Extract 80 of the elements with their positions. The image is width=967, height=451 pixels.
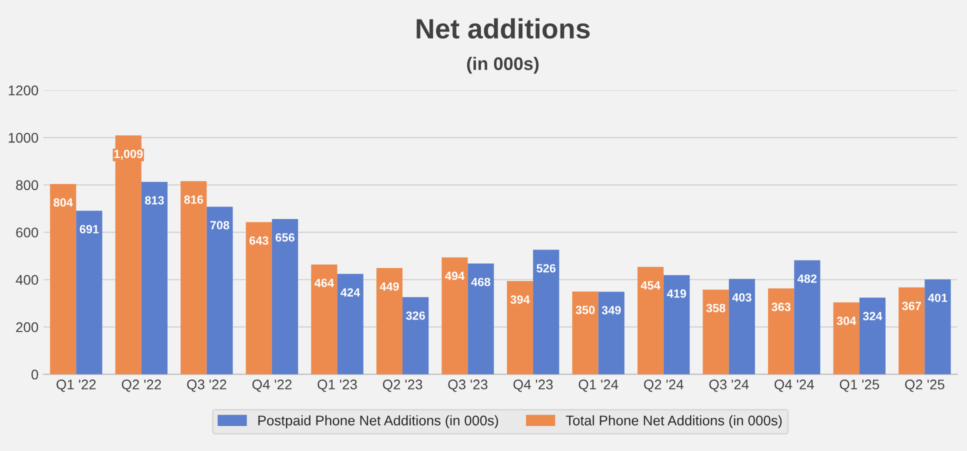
data-label: 691 (80, 225, 99, 234)
data-label: 358 (706, 304, 726, 312)
bar (768, 288, 794, 374)
data-label: 350 (576, 306, 595, 314)
bar (442, 257, 468, 374)
bar (898, 287, 925, 374)
bar (76, 210, 102, 374)
bar (664, 275, 690, 374)
data-label: 1,009 (114, 150, 143, 160)
y-tick-label: 1000 (8, 132, 38, 143)
bar (50, 184, 76, 374)
y-tick-label: 600 (16, 228, 38, 238)
bar (572, 291, 598, 374)
data-label: 401 (928, 294, 948, 302)
data-label: 816 (184, 195, 204, 204)
x-tick-label: Q1 '25 (840, 380, 880, 392)
data-label: 449 (380, 282, 399, 291)
data-label: 394 (510, 295, 530, 304)
data-label: 482 (798, 274, 817, 283)
x-tick-label: Q2 '23 (382, 380, 422, 392)
bar (702, 290, 729, 374)
legend-label: Postpaid Phone Net Additions (in 000s) (258, 415, 498, 428)
x-tick-label: Q3 '23 (448, 380, 488, 392)
data-label: 656 (276, 233, 294, 242)
x-tick-label: Q1 '22 (56, 380, 96, 392)
data-label: 419 (666, 289, 686, 298)
data-label: 367 (902, 302, 921, 310)
bar (506, 281, 534, 374)
x-tick-label: Q4 '22 (252, 380, 292, 392)
data-label: 363 (772, 302, 791, 312)
x-tick-label: Q4 '24 (774, 380, 814, 392)
data-label: 804 (54, 198, 73, 207)
bar (468, 264, 494, 374)
data-label: 643 (250, 236, 268, 245)
bar (311, 264, 338, 374)
data-label: 468 (471, 278, 490, 286)
bar (115, 135, 142, 374)
x-tick-label: Q1 '24 (578, 380, 618, 392)
bar (598, 292, 624, 374)
x-tick-label: Q4 '23 (513, 380, 553, 392)
x-tick-label: Q3 '24 (709, 380, 749, 392)
y-tick-label: 1200 (8, 86, 38, 96)
bar (402, 297, 429, 374)
bar (141, 182, 168, 374)
bar (272, 219, 298, 374)
data-label: 708 (210, 221, 230, 230)
data-label: 454 (640, 281, 660, 290)
legend-label: Total Phone Net Additions (in 000s) (566, 415, 782, 428)
bar (794, 260, 820, 374)
y-tick-label: 200 (16, 322, 38, 332)
data-label: 526 (536, 264, 556, 272)
x-tick-label: Q1 '23 (318, 380, 357, 392)
data-label: 813 (145, 196, 164, 205)
x-tick-label: Q2 '24 (644, 380, 684, 392)
y-tick-label: 0 (31, 370, 38, 380)
chart-title: Net additions (416, 18, 590, 39)
bar (859, 298, 886, 374)
x-tick-label: Q2 '25 (905, 380, 944, 392)
data-label: 464 (314, 278, 334, 288)
data-label: 349 (602, 306, 621, 314)
bar (180, 181, 207, 374)
data-label: 326 (406, 311, 425, 320)
bar (376, 268, 403, 374)
chart-subtitle: (in 000s) (467, 56, 539, 74)
y-tick-label: 400 (16, 274, 38, 285)
data-label: 424 (340, 288, 360, 296)
data-label: 304 (836, 316, 856, 326)
bar (533, 250, 560, 374)
data-label: 494 (445, 272, 465, 280)
bar (924, 279, 951, 374)
bar (728, 278, 755, 374)
bar (637, 266, 664, 374)
bar (337, 274, 364, 374)
y-tick-label: 800 (16, 180, 38, 190)
x-tick-label: Q2 '22 (122, 380, 161, 392)
data-label: 403 (732, 293, 752, 302)
x-tick-label: Q3 '22 (187, 380, 226, 392)
bar (246, 222, 272, 374)
bar (206, 206, 233, 374)
data-label: 324 (862, 312, 882, 320)
